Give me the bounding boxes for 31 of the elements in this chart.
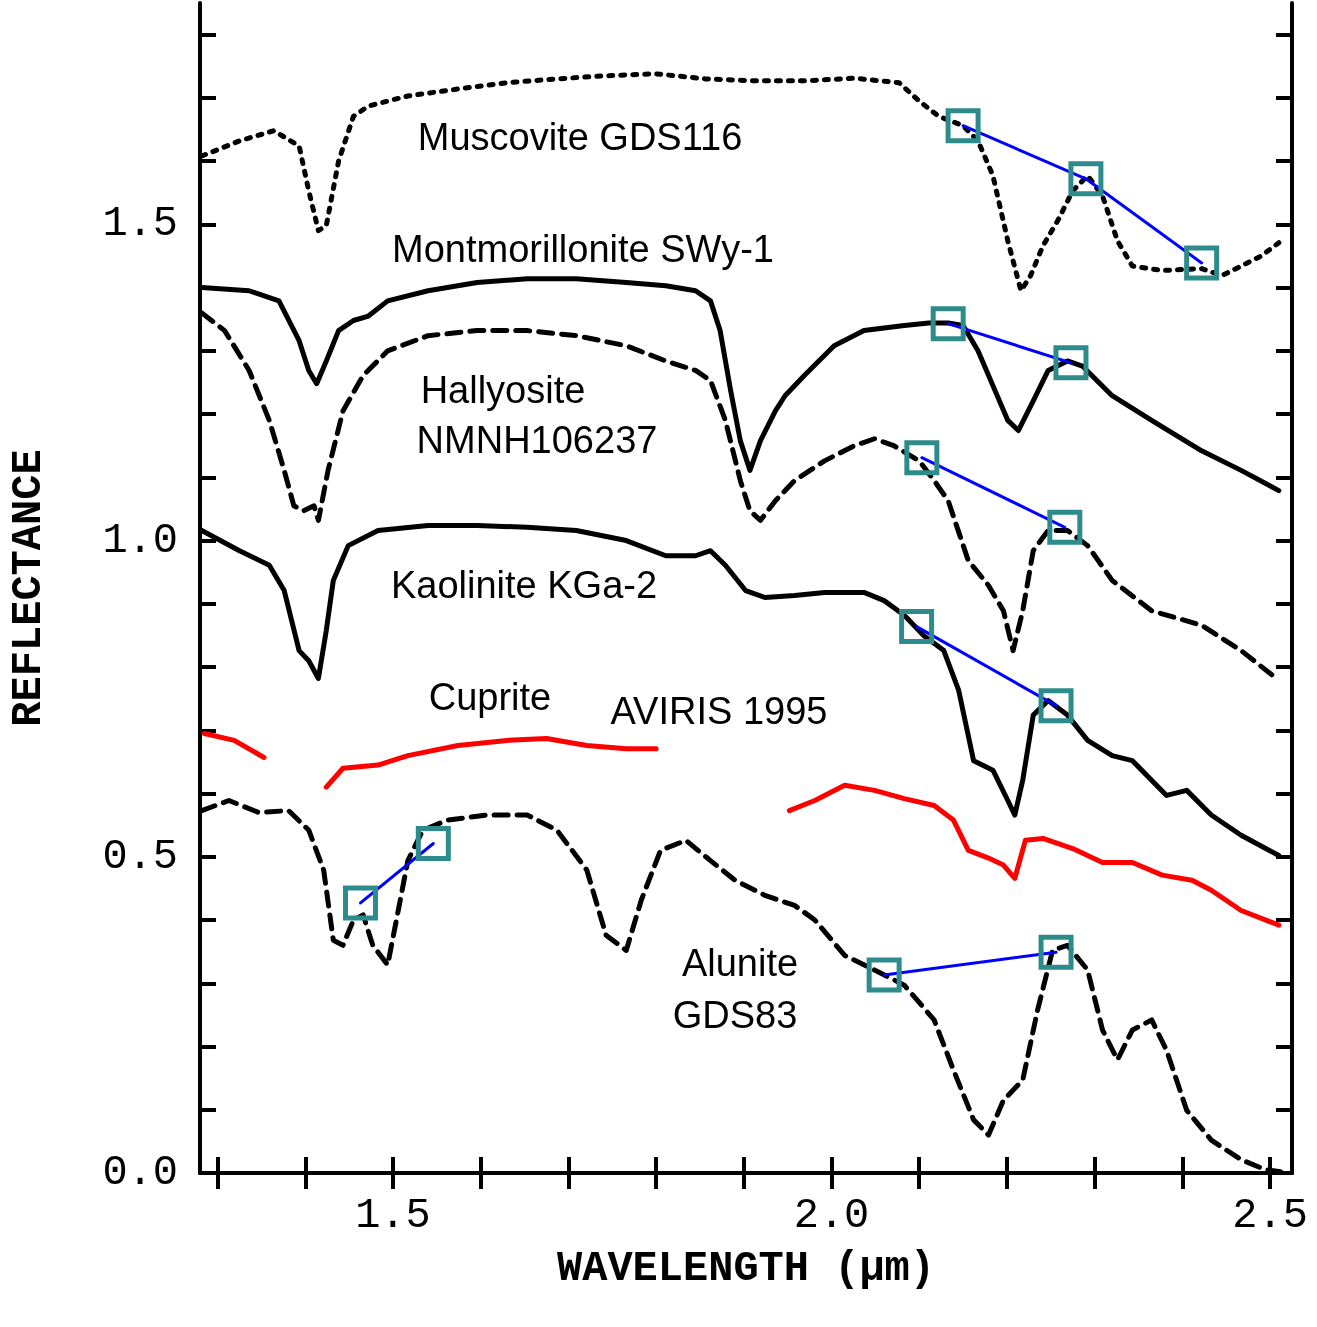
point xyxy=(1047,509,1083,545)
point xyxy=(1038,934,1074,970)
x-axis-title: WAVELENGTH (μm) xyxy=(556,1245,936,1293)
y-axis-title: REFLECTANCE xyxy=(5,449,53,727)
point xyxy=(415,826,451,861)
annotation: Kaolinite KGa-2 xyxy=(390,564,658,606)
point xyxy=(904,440,940,476)
annotation: AVIRIS 1995 xyxy=(610,690,828,732)
y-tick-label: 0.5 xyxy=(102,832,178,881)
annotation: Alunite xyxy=(681,942,799,984)
annotation: Montmorillonite SWy-1 xyxy=(392,228,774,270)
y-tick-label: 1.0 xyxy=(102,516,178,565)
annotation: Muscovite GDS116 xyxy=(417,116,743,158)
point xyxy=(866,957,902,993)
annotation: Cuprite xyxy=(428,676,552,718)
point xyxy=(1184,245,1220,281)
point xyxy=(343,885,379,921)
annotation: NMNH106237 xyxy=(416,419,658,461)
point xyxy=(945,108,981,144)
annotation: Hallyosite xyxy=(420,369,586,411)
x-tick-label: 2.0 xyxy=(793,1192,870,1240)
y-tick-label: 1.5 xyxy=(102,200,178,249)
x-tick-label: 1.5 xyxy=(355,1192,431,1240)
point xyxy=(1068,161,1104,197)
annotation: GDS83 xyxy=(672,994,798,1036)
y-tick-label: 0.0 xyxy=(102,1149,178,1197)
point xyxy=(1038,688,1074,724)
point xyxy=(930,306,966,342)
point xyxy=(899,609,935,645)
x-tick-label: 2.5 xyxy=(1232,1192,1308,1240)
point xyxy=(1053,345,1089,381)
